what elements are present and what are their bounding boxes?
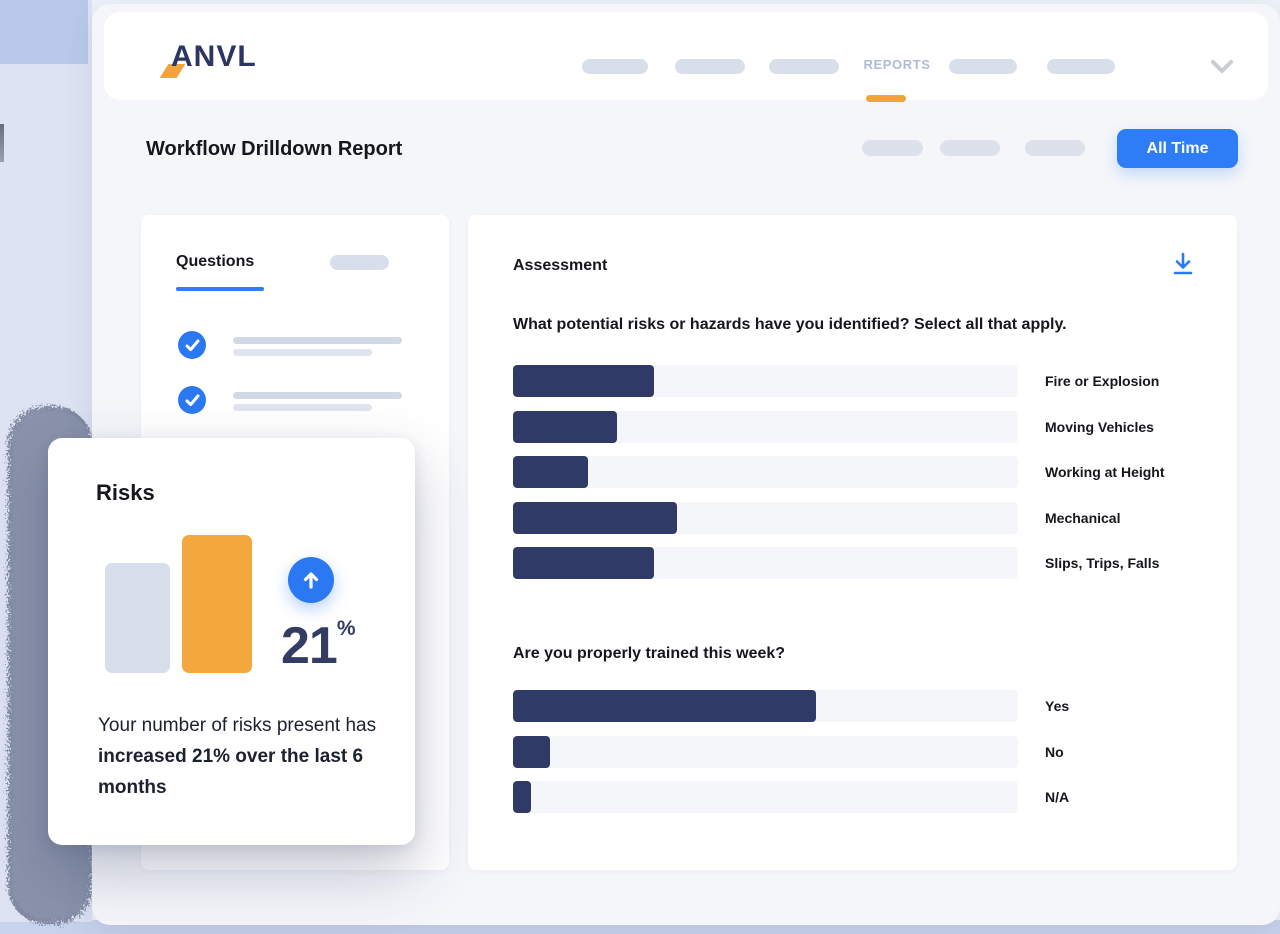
result-row: Moving Vehicles — [513, 410, 1193, 443]
risks-description-bold: increased 21% over the last 6 months — [98, 746, 364, 798]
risks-delta: 21% — [281, 616, 356, 676]
check-icon — [178, 331, 206, 359]
result-row: N/A — [513, 781, 1193, 813]
bar-label: Working at Height — [1045, 464, 1165, 480]
active-tab-indicator — [866, 95, 906, 102]
filter-placeholder-3[interactable] — [1025, 140, 1085, 156]
tab-placeholder[interactable] — [330, 255, 389, 270]
download-icon[interactable] — [1170, 251, 1196, 277]
bar-fill — [513, 781, 532, 813]
question-2-text: Are you properly trained this week? — [513, 645, 786, 662]
bar-track — [513, 501, 1018, 534]
bar-track — [513, 410, 1018, 443]
bar-fill — [513, 547, 655, 579]
result-row: No — [513, 735, 1193, 768]
question-1-results: Fire or Explosion Moving Vehicles Workin… — [513, 365, 1193, 593]
nav-item-placeholder-3[interactable] — [769, 59, 839, 74]
questions-tab-underline — [176, 287, 264, 291]
nav-item-placeholder-2[interactable] — [675, 59, 745, 74]
risks-card-title: Risks — [96, 480, 155, 505]
bar-track — [513, 365, 1018, 397]
risks-delta-value: 21 — [281, 617, 338, 675]
logo-text: ANVL — [171, 40, 257, 73]
check-icon — [178, 386, 206, 414]
nav-item-placeholder-1[interactable] — [582, 59, 648, 74]
question-text-placeholder — [233, 337, 402, 344]
scrollbar-fragment[interactable] — [0, 124, 4, 162]
risks-description-prefix: Your number of risks present has — [98, 715, 377, 736]
question-text-placeholder — [233, 392, 402, 399]
bar-fill — [513, 365, 655, 397]
result-row: Fire or Explosion — [513, 365, 1193, 397]
question-list-item[interactable] — [178, 386, 418, 414]
question-list-item[interactable] — [178, 331, 418, 359]
bar-label: Slips, Trips, Falls — [1045, 555, 1160, 571]
question-1-text: What potential risks or hazards have you… — [513, 316, 1067, 333]
bar-fill — [513, 410, 617, 443]
bar-label: Moving Vehicles — [1045, 418, 1154, 435]
bar-label: Mechanical — [1045, 509, 1121, 526]
nav-item-placeholder-5[interactable] — [1047, 59, 1115, 74]
result-row: Mechanical — [513, 501, 1193, 534]
result-row: Yes — [513, 690, 1193, 722]
bar-track — [513, 735, 1018, 768]
filter-placeholder-1[interactable] — [862, 140, 923, 156]
filter-placeholder-2[interactable] — [940, 140, 1000, 156]
risks-previous-bar — [105, 563, 170, 673]
risks-card: Risks 21% Your number of risks present h… — [48, 438, 415, 845]
chevron-down-icon[interactable] — [1208, 56, 1236, 78]
anvl-logo[interactable]: ANVL — [159, 38, 294, 82]
background-top-left-block — [0, 0, 88, 64]
bar-track — [513, 690, 1018, 722]
bar-fill — [513, 735, 550, 768]
assessment-panel: Assessment What potential risks or hazar… — [468, 215, 1237, 870]
tab-questions[interactable]: Questions — [176, 253, 255, 270]
risks-description: Your number of risks present has increas… — [98, 710, 390, 803]
bar-label: N/A — [1045, 789, 1070, 805]
bar-label: No — [1045, 743, 1064, 760]
result-row: Slips, Trips, Falls — [513, 547, 1193, 579]
question-2-results: Yes No N/A — [513, 690, 1193, 827]
risks-current-bar — [182, 535, 252, 673]
bar-label: Fire or Explosion — [1045, 373, 1160, 389]
result-row: Working at Height — [513, 456, 1193, 488]
bar-fill — [513, 456, 588, 488]
bar-track — [513, 456, 1018, 488]
risks-delta-unit: % — [336, 617, 356, 640]
nav-item-placeholder-4[interactable] — [949, 59, 1017, 74]
bar-fill — [513, 501, 678, 534]
question-subtext-placeholder — [233, 404, 372, 411]
assessment-title: Assessment — [513, 257, 608, 274]
arrow-up-icon — [288, 557, 334, 603]
bar-track — [513, 547, 1018, 579]
question-subtext-placeholder — [233, 349, 372, 356]
bar-fill — [513, 690, 816, 722]
bar-track — [513, 781, 1018, 813]
nav-item-reports[interactable]: REPORTS — [863, 57, 931, 72]
top-navigation-bar: ANVL REPORTS — [104, 12, 1268, 100]
page-title: Workflow Drilldown Report — [146, 138, 403, 160]
all-time-filter-button[interactable]: All Time — [1117, 129, 1238, 168]
bar-label: Yes — [1045, 698, 1070, 714]
